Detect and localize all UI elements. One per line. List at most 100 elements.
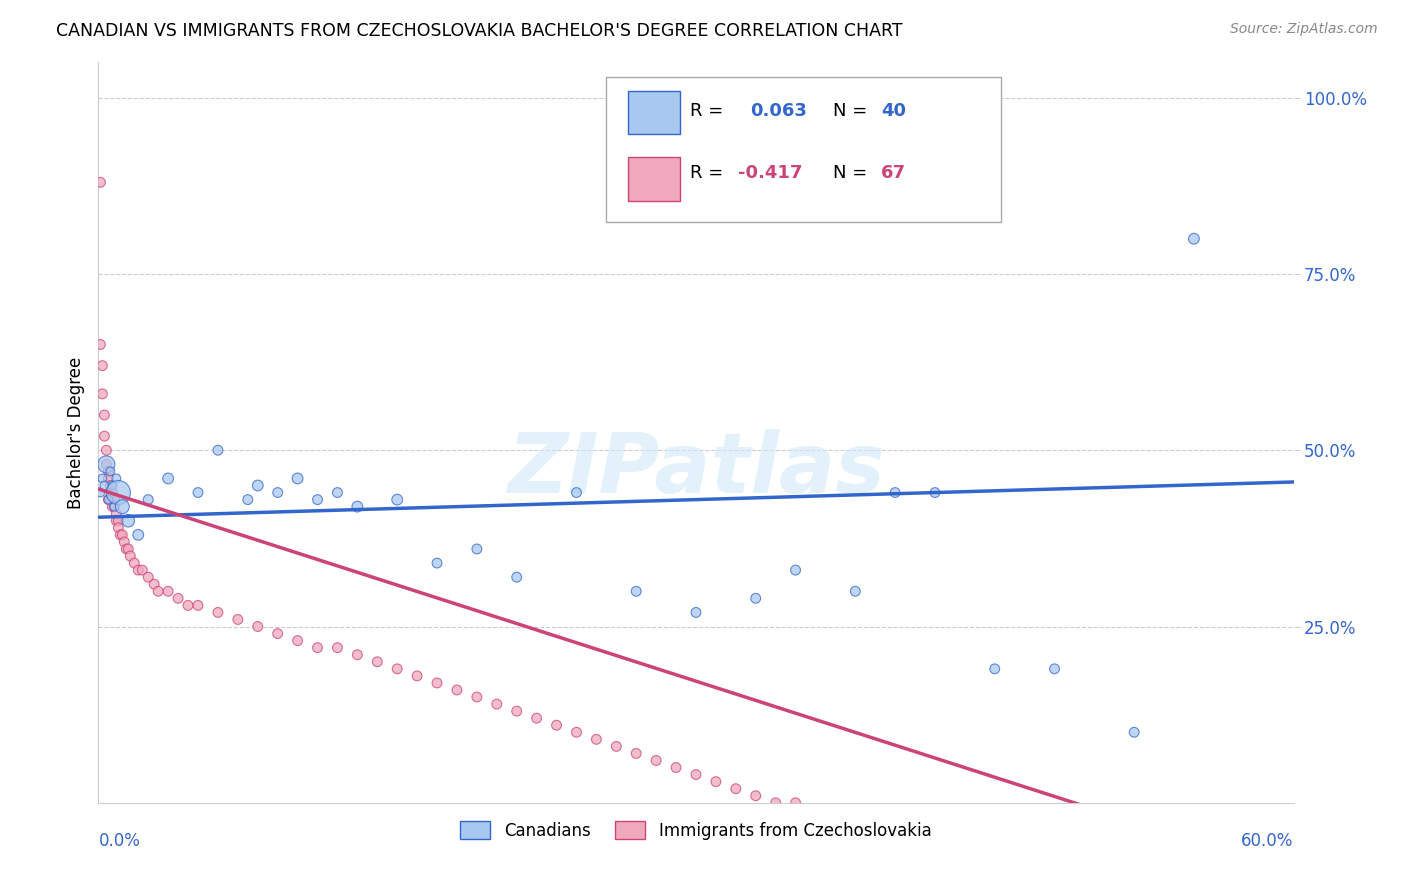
Point <box>148 584 170 599</box>
Point <box>127 528 149 542</box>
Point <box>117 541 139 556</box>
Point <box>105 507 128 521</box>
Point <box>112 535 135 549</box>
Point <box>585 732 607 747</box>
Point <box>446 683 468 698</box>
Point <box>844 584 866 599</box>
Point <box>117 514 139 528</box>
Point <box>626 584 648 599</box>
Point <box>167 591 190 606</box>
Point <box>546 718 568 732</box>
Point <box>346 648 368 662</box>
Point <box>226 612 249 626</box>
Point <box>565 725 588 739</box>
Text: N =: N = <box>834 164 868 183</box>
Point <box>96 443 118 458</box>
Y-axis label: Bachelor's Degree: Bachelor's Degree <box>66 357 84 508</box>
Text: -0.417: -0.417 <box>738 164 803 183</box>
Point <box>287 471 309 485</box>
Point <box>107 521 129 535</box>
Point <box>97 464 120 478</box>
Point <box>246 478 269 492</box>
Point <box>96 458 118 472</box>
Point <box>745 591 768 606</box>
Text: 60.0%: 60.0% <box>1241 832 1294 850</box>
Legend: Canadians, Immigrants from Czechoslovakia: Canadians, Immigrants from Czechoslovaki… <box>454 814 938 847</box>
Point <box>98 478 122 492</box>
Point <box>207 443 229 458</box>
Point <box>426 556 449 570</box>
Point <box>101 500 124 514</box>
FancyBboxPatch shape <box>628 91 681 135</box>
Text: ZIPatlas: ZIPatlas <box>508 429 884 510</box>
Point <box>98 492 122 507</box>
FancyBboxPatch shape <box>606 78 1001 221</box>
Text: R =: R = <box>690 164 723 183</box>
Point <box>187 485 209 500</box>
Point <box>506 704 529 718</box>
Point <box>267 626 290 640</box>
Point <box>526 711 548 725</box>
Point <box>103 500 125 514</box>
Point <box>111 528 134 542</box>
Point <box>605 739 627 754</box>
Point <box>120 549 142 563</box>
Point <box>346 500 368 514</box>
Point <box>143 577 166 591</box>
Point <box>645 754 668 768</box>
Point <box>105 514 128 528</box>
Point <box>406 669 429 683</box>
Point <box>465 541 488 556</box>
Point <box>984 662 1007 676</box>
Point <box>924 485 946 500</box>
Point <box>91 359 114 373</box>
Point <box>103 492 125 507</box>
Point <box>98 464 122 478</box>
Point <box>785 563 807 577</box>
Point <box>1182 232 1205 246</box>
Point <box>89 485 111 500</box>
Point <box>385 492 409 507</box>
Point <box>89 175 111 189</box>
Point <box>665 760 688 774</box>
Point <box>157 471 180 485</box>
Point <box>187 599 209 613</box>
Point <box>101 478 124 492</box>
Point <box>884 485 907 500</box>
Point <box>177 599 200 613</box>
Text: 67: 67 <box>882 164 907 183</box>
Point <box>785 796 807 810</box>
Point <box>124 556 146 570</box>
Point <box>626 747 648 761</box>
Point <box>136 570 159 584</box>
Text: 0.0%: 0.0% <box>98 832 141 850</box>
Point <box>685 767 707 781</box>
Point <box>426 676 449 690</box>
Text: 0.063: 0.063 <box>749 102 807 120</box>
Point <box>91 387 114 401</box>
Point <box>131 563 153 577</box>
Point <box>385 662 409 676</box>
Point <box>97 492 120 507</box>
Point <box>89 337 111 351</box>
Point <box>485 697 508 711</box>
Point <box>685 606 707 620</box>
Point <box>93 478 115 492</box>
Point <box>107 485 129 500</box>
FancyBboxPatch shape <box>628 157 681 201</box>
Point <box>93 408 115 422</box>
Point <box>157 584 180 599</box>
Point <box>745 789 768 803</box>
Point <box>307 640 329 655</box>
Text: N =: N = <box>834 102 868 120</box>
Point <box>91 471 114 485</box>
Point <box>287 633 309 648</box>
Text: R =: R = <box>690 102 735 120</box>
Point <box>326 485 349 500</box>
Point <box>93 429 115 443</box>
Point <box>236 492 259 507</box>
Text: 40: 40 <box>882 102 907 120</box>
Text: Source: ZipAtlas.com: Source: ZipAtlas.com <box>1230 22 1378 37</box>
Point <box>326 640 349 655</box>
Text: CANADIAN VS IMMIGRANTS FROM CZECHOSLOVAKIA BACHELOR'S DEGREE CORRELATION CHART: CANADIAN VS IMMIGRANTS FROM CZECHOSLOVAK… <box>56 22 903 40</box>
